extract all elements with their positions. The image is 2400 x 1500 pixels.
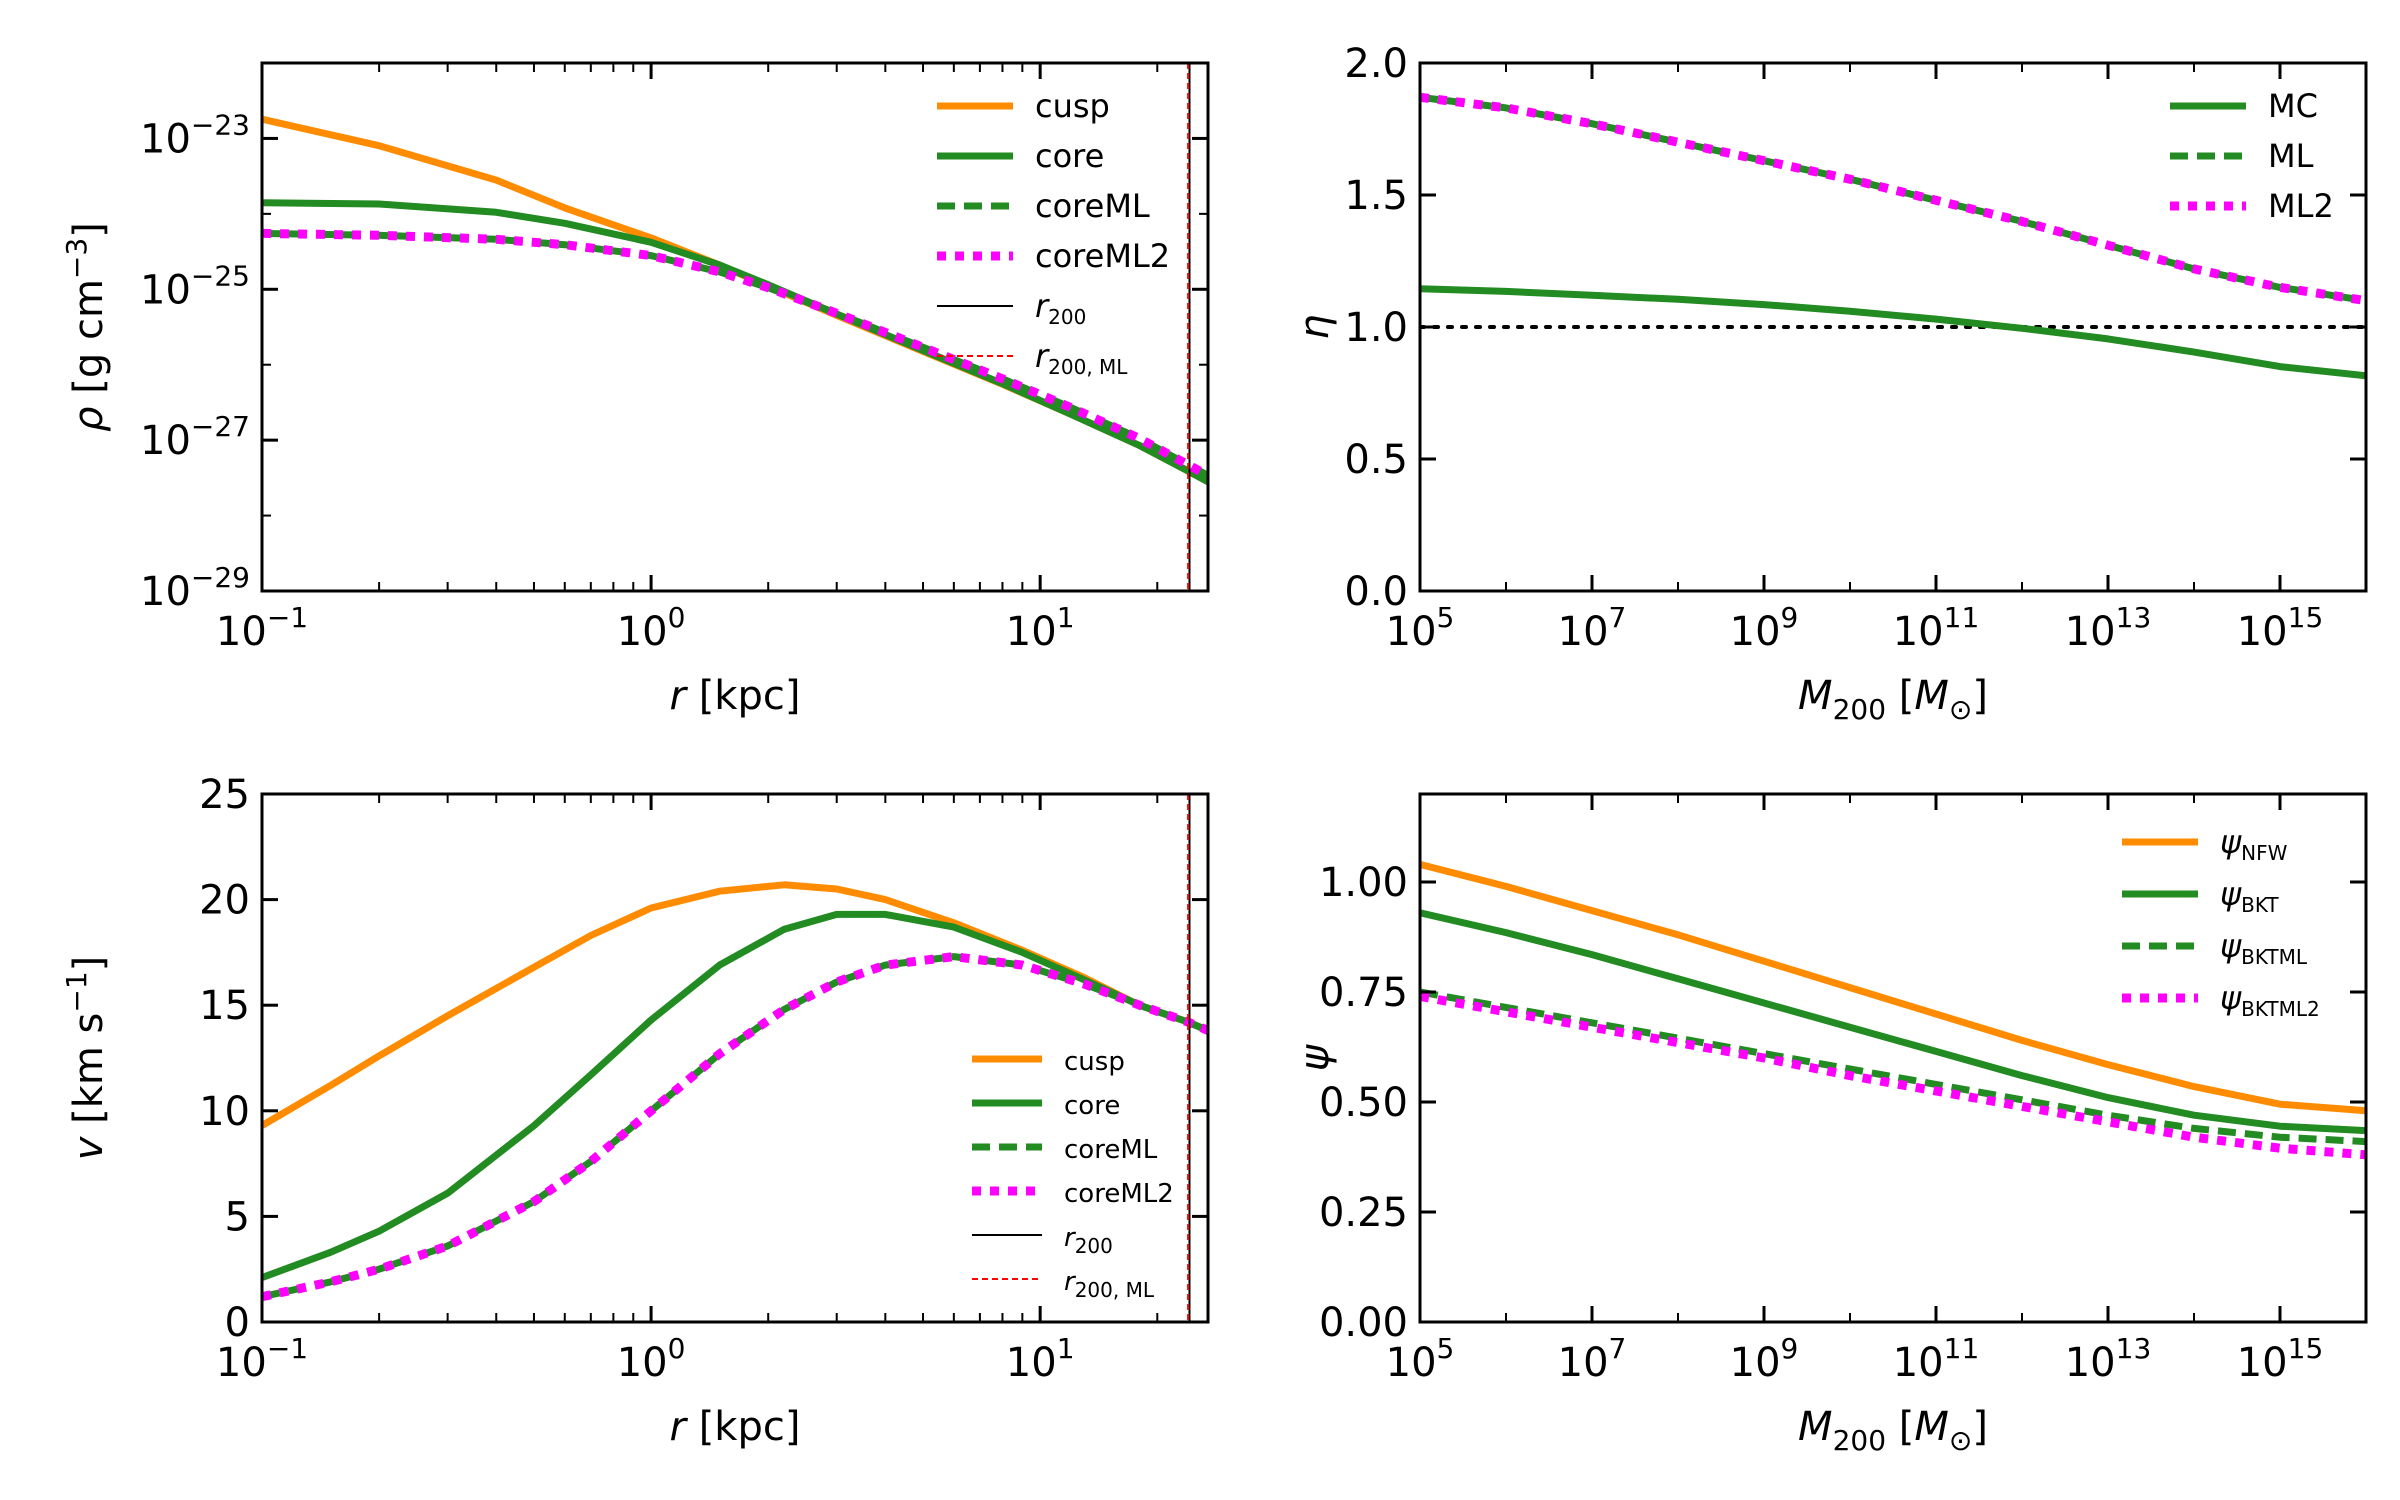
legend-label-coreML: coreML <box>1064 1135 1158 1165</box>
legend: MC ML ML2 <box>2170 87 2334 225</box>
series-line-psiNFW <box>1420 861 2366 1115</box>
x-tick-label: 101 <box>1006 601 1075 655</box>
y-axis-label: ρ [g cm−3] <box>60 222 112 432</box>
series-line-coreML2 <box>262 228 1208 480</box>
series-line-psiBKTML <box>1420 988 2366 1146</box>
y-tick-label: 10−23 <box>140 108 250 162</box>
series-line-coreML2 <box>262 952 1208 1302</box>
y-tick-label: 10−27 <box>140 410 250 464</box>
y-tick-label: 0.0 <box>1344 569 1408 615</box>
x-tick-label: 107 <box>1558 1332 1627 1386</box>
y-tick-label: 0.5 <box>1344 437 1408 483</box>
legend-label-coreML: coreML <box>1035 187 1150 225</box>
series-line-ML2 <box>1420 92 2366 306</box>
x-tick-label: 100 <box>617 601 686 655</box>
y-tick-label: 25 <box>199 772 250 818</box>
legend-label-r200: r200 <box>1035 287 1086 329</box>
legend-label-psiBKTML2: ψBKTML2 <box>2220 979 2320 1021</box>
x-tick-label: 1015 <box>2237 601 2324 655</box>
legend-label-coreML2: coreML2 <box>1064 1179 1174 1209</box>
ticks <box>260 792 1208 1324</box>
x-tick-label: 105 <box>1386 1332 1455 1386</box>
axes-frame <box>260 61 1210 593</box>
x-tick-label: 1011 <box>1893 1332 1980 1386</box>
x-tick-label: 107 <box>1558 601 1627 655</box>
x-axis-label: r [kpc] <box>670 1404 801 1450</box>
y-tick-label: 0.50 <box>1319 1080 1408 1126</box>
y-axis-label: η <box>1292 314 1338 339</box>
y-tick-label: 1.00 <box>1319 860 1408 906</box>
axes-frame <box>260 792 1210 1324</box>
x-tick-label: 101 <box>1006 1332 1075 1386</box>
series-line-cusp <box>262 881 1208 1129</box>
y-tick-label: 0.25 <box>1319 1190 1408 1236</box>
panel-eta: 105 107 109 1011 1013 1015 0.0 0.5 1.0 1.5 2.0 M200… <box>1292 41 2368 726</box>
x-axis-label: r [kpc] <box>670 673 801 719</box>
legend-label-ML: ML <box>2268 137 2314 175</box>
y-tick-label: 10−25 <box>140 259 250 313</box>
legend: ψNFW ψBKT ψBKTML ψBKTML2 <box>2122 823 2320 1021</box>
legend-label-psiNFW: ψNFW <box>2220 823 2288 865</box>
series-line-MC <box>1420 285 2366 380</box>
y-tick-label: 0.00 <box>1319 1300 1408 1346</box>
y-tick-label: 1.0 <box>1344 305 1408 351</box>
legend-label-core: core <box>1035 137 1104 175</box>
y-axis-label: ψ <box>1292 1043 1338 1071</box>
panel-psi: 105 107 109 1011 1013 1015 0.00 0.25 0.50 0.75 1.0… <box>1292 792 2368 1457</box>
ticks <box>1418 61 2367 593</box>
plot-area <box>1420 92 2366 380</box>
legend-label-coreML2: coreML2 <box>1035 237 1170 275</box>
y-tick-label: 5 <box>225 1194 250 1240</box>
x-axis-label: M200 [M⊙] <box>1798 1404 1988 1457</box>
legend-label-r200ML: r200, ML <box>1035 337 1128 379</box>
y-tick-label: 10−29 <box>140 561 250 615</box>
plot-area <box>262 794 1208 1322</box>
x-tick-label: 100 <box>617 1332 686 1386</box>
panel-velocity: 10−1 100 101 0 5 10 15 20 25 r [kpc] v [km s−1] cus… <box>60 772 1210 1450</box>
legend-label-cusp: cusp <box>1035 87 1110 125</box>
x-tick-label: 10−1 <box>216 1332 308 1386</box>
y-tick-label: 2.0 <box>1344 41 1408 87</box>
legend-label-r200ML: r200, ML <box>1064 1267 1155 1302</box>
panel-density: 10−1 100 101 10−23 10−25 10−27 10−29 r [kpc] ρ [… <box>60 61 1210 719</box>
x-tick-label: 109 <box>1730 1332 1799 1386</box>
legend-label-core: core <box>1064 1091 1120 1121</box>
x-tick-label: 10−1 <box>216 601 308 655</box>
series-line-psiBKT <box>1420 909 2366 1135</box>
x-tick-label: 109 <box>1730 601 1799 655</box>
y-tick-label: 15 <box>199 983 250 1029</box>
ticks <box>1418 794 2367 1324</box>
legend-label-MC: MC <box>2268 87 2318 125</box>
legend: cusp core coreML coreML2 r200 r200, ML <box>937 87 1170 379</box>
y-tick-label: 1.5 <box>1344 173 1408 219</box>
x-tick-label: 1013 <box>2065 1332 2152 1386</box>
y-tick-label: 0.75 <box>1319 970 1408 1016</box>
x-tick-label: 105 <box>1386 601 1455 655</box>
legend-label-psiBKT: ψBKT <box>2220 875 2279 917</box>
legend-label-psiBKTML: ψBKTML <box>2220 927 2308 969</box>
axes-frame <box>1418 792 2368 1324</box>
x-tick-label: 1015 <box>2237 1332 2324 1386</box>
y-tick-label: 20 <box>199 878 250 924</box>
y-tick-label: 0 <box>225 1300 250 1346</box>
ticks <box>260 62 1208 593</box>
legend-label-cusp: cusp <box>1064 1047 1125 1077</box>
series-line-ML <box>1420 93 2366 305</box>
x-tick-label: 1011 <box>1893 601 1980 655</box>
plot-area <box>1420 861 2366 1160</box>
y-tick-label: 10 <box>199 1089 250 1135</box>
plot-area <box>262 63 1208 591</box>
y-axis-label: v [km s−1] <box>60 956 112 1161</box>
legend-label-ML2: ML2 <box>2268 187 2334 225</box>
legend: cusp core coreML coreML2 r200 r200, ML <box>972 1047 1174 1302</box>
x-tick-label: 1013 <box>2065 601 2152 655</box>
legend-label-r200: r200 <box>1064 1223 1113 1258</box>
x-axis-label: M200 [M⊙] <box>1798 673 1988 726</box>
